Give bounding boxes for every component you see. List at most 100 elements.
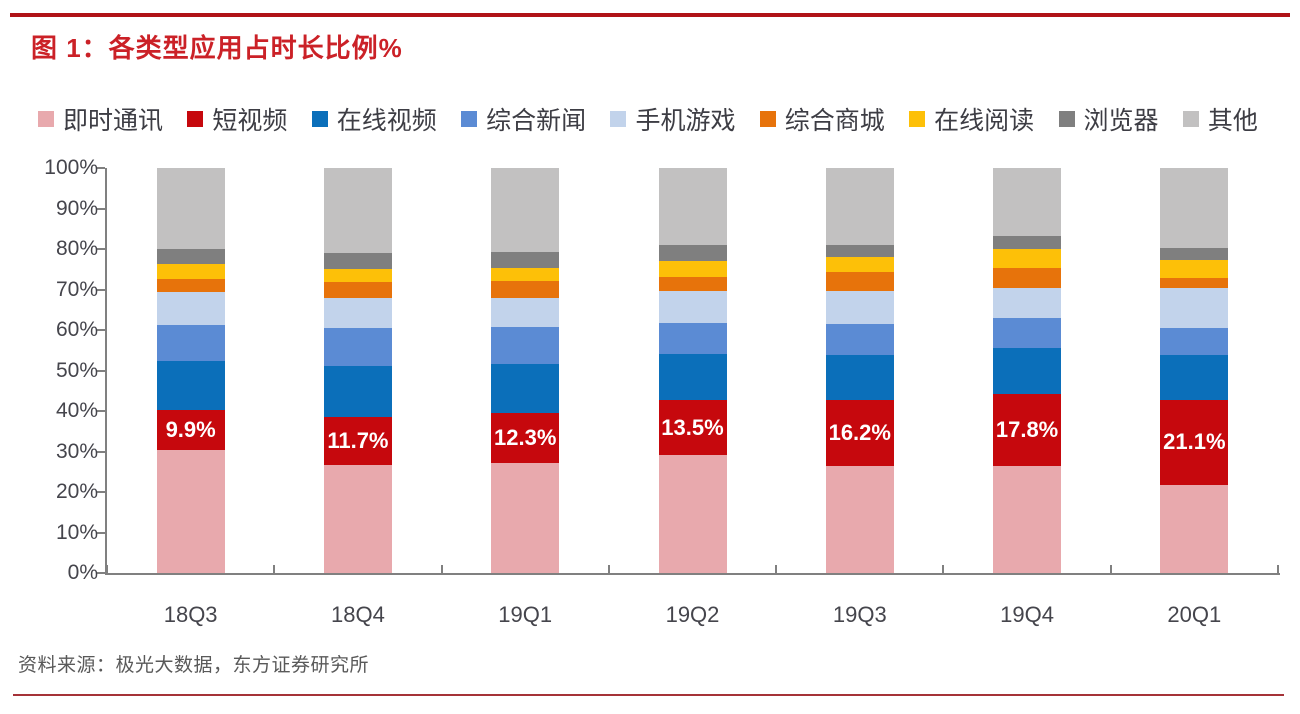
bar-segment-手机游戏-18Q4 [323, 298, 392, 329]
bar-segment-手机游戏-19Q2 [658, 291, 727, 324]
legend-swatch-icon [759, 111, 776, 127]
y-tick-label: 60% [55, 318, 98, 341]
bar-segment-综合新闻-19Q1 [491, 326, 560, 365]
y-tick-label: 40% [55, 399, 98, 422]
bar-segment-在线阅读-19Q2 [658, 261, 727, 277]
y-tick-mark [96, 572, 105, 574]
legend-swatch-icon [1058, 111, 1075, 127]
bar-segment-手机游戏-19Q3 [825, 291, 894, 325]
data-label-20Q1: 21.1% [1163, 429, 1226, 455]
bar-segment-在线阅读-20Q1 [1160, 259, 1229, 278]
data-label-19Q2: 13.5% [661, 414, 724, 440]
y-tick-label: 10% [55, 520, 98, 544]
bar-segment-综合新闻-20Q1 [1160, 327, 1229, 356]
bar-segment-综合商城-19Q4 [993, 267, 1062, 288]
legend-swatch-icon [461, 111, 478, 127]
legend-item-综合商城: 综合商城 [759, 101, 885, 137]
bar-segment-在线阅读-18Q4 [323, 269, 392, 283]
x-tick-mark [607, 565, 610, 573]
bar-segment-在线视频-20Q1 [1160, 355, 1229, 400]
y-tick-mark [96, 248, 105, 250]
bar-segment-在线视频-19Q2 [658, 354, 727, 401]
y-tick-label: 70% [55, 277, 98, 301]
bar-segment-在线阅读-18Q3 [156, 263, 225, 279]
bar-segment-综合新闻-19Q4 [993, 317, 1062, 348]
bar-segment-短视频-19Q1 [491, 413, 560, 463]
bar-segment-在线视频-18Q4 [323, 366, 392, 418]
y-tick-label: 30% [55, 439, 98, 463]
y-tick-label: 50% [55, 358, 98, 382]
bar-segment-短视频-20Q1 [1160, 399, 1229, 486]
bar-segment-手机游戏-20Q1 [1160, 288, 1229, 328]
bar-segment-浏览器-19Q2 [658, 244, 727, 262]
bar-segment-短视频-19Q3 [825, 400, 894, 467]
y-tick-mark [96, 329, 105, 331]
data-label-19Q3: 16.2% [828, 420, 891, 446]
y-tick-mark [96, 167, 105, 169]
legend-item-综合新闻: 综合新闻 [461, 101, 586, 137]
x-axis-label-19Q1: 19Q1 [498, 602, 553, 627]
bar-segment-综合商城-19Q3 [825, 272, 894, 292]
data-label-18Q4: 11.7% [327, 428, 389, 454]
bar-segment-即时通讯-20Q1 [1160, 485, 1229, 573]
x-axis-label-18Q3: 18Q3 [163, 602, 218, 627]
y-tick-mark [96, 450, 105, 453]
y-tick-label: 20% [55, 480, 98, 503]
bar-segment-综合新闻-18Q3 [156, 324, 225, 361]
x-tick-mark [273, 565, 276, 573]
x-axis-line [105, 573, 1280, 575]
legend-label: 其他 [1207, 107, 1258, 135]
x-axis-label-19Q2: 19Q2 [665, 602, 720, 627]
y-tick-label: 90% [55, 196, 98, 220]
y-tick-mark [96, 369, 105, 372]
legend-swatch-icon [187, 111, 204, 127]
bottom-rule [13, 694, 1284, 696]
bar-segment-其他-19Q1 [491, 168, 560, 253]
legend-item-手机游戏: 手机游戏 [610, 101, 735, 137]
top-rule [10, 13, 1290, 17]
y-tick-mark [96, 207, 105, 210]
bar-segment-浏览器-19Q1 [491, 252, 560, 269]
data-label-19Q4: 17.8% [995, 417, 1059, 443]
bar-segment-综合商城-18Q3 [156, 278, 225, 292]
bar-segment-浏览器-19Q4 [993, 236, 1062, 249]
bar-segment-手机游戏-18Q3 [156, 291, 225, 325]
x-axis-label-18Q4: 18Q4 [331, 602, 385, 627]
figure-title: 图 1：各类型应用占时长比例% [31, 33, 403, 63]
x-tick-mark [106, 565, 108, 573]
bar-segment-手机游戏-19Q1 [491, 298, 560, 327]
legend-label: 综合商城 [784, 107, 885, 135]
legend-item-即时通讯: 即时通讯 [38, 101, 163, 137]
bar-segment-综合商城-19Q1 [491, 280, 560, 299]
legend-item-在线视频: 在线视频 [311, 101, 437, 137]
bar-segment-综合商城-20Q1 [1160, 277, 1229, 289]
bar-segment-在线视频-19Q1 [491, 364, 560, 414]
legend-swatch-icon [610, 111, 627, 127]
bar-segment-即时通讯-19Q1 [491, 462, 560, 573]
bar-segment-短视频-18Q3 [156, 410, 225, 451]
bar-segment-在线阅读-19Q4 [993, 248, 1062, 268]
bar-segment-即时通讯-19Q2 [658, 455, 727, 573]
bar-segment-在线阅读-19Q3 [825, 256, 894, 273]
bar-segment-即时通讯-18Q3 [156, 450, 225, 573]
y-axis-line [105, 168, 107, 575]
bar-segment-即时通讯-18Q4 [323, 464, 392, 573]
x-tick-mark [942, 565, 945, 573]
y-tick-mark [96, 410, 105, 412]
y-tick-mark [96, 531, 105, 534]
bar-segment-在线阅读-19Q1 [491, 268, 560, 281]
legend-label: 综合新闻 [486, 107, 587, 135]
bar-segment-浏览器-19Q3 [825, 244, 894, 257]
data-label-18Q3: 9.9% [165, 417, 216, 443]
bar-segment-其他-20Q1 [1160, 168, 1229, 248]
bar-segment-在线视频-19Q3 [825, 355, 894, 401]
bar-segment-手机游戏-19Q4 [993, 287, 1062, 318]
x-axis-label-19Q4: 19Q4 [1000, 602, 1054, 627]
bar-segment-浏览器-18Q4 [323, 253, 392, 270]
y-tick-label: 80% [55, 237, 98, 260]
legend-swatch-icon [311, 111, 328, 127]
x-tick-mark [440, 565, 443, 573]
legend-label: 即时通讯 [63, 107, 164, 135]
